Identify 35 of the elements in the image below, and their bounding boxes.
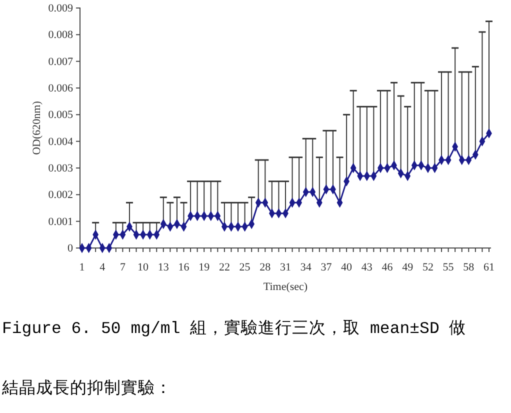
y-tick-label: 0.004 xyxy=(48,136,74,148)
y-axis-title: OD(620nm) xyxy=(31,100,43,155)
x-tick-label: 25 xyxy=(239,261,251,274)
y-tick-label: 0.007 xyxy=(48,56,74,68)
text: 結晶成長的抑制實驗： xyxy=(1,378,172,398)
y-tick-label: 0.009 xyxy=(48,2,74,15)
x-tick-label: 1 xyxy=(79,261,85,274)
x-tick-label: 43 xyxy=(361,261,373,274)
x-tick-label: 52 xyxy=(422,261,434,274)
y-tick-label: 0.003 xyxy=(48,162,74,175)
x-tick-label: 55 xyxy=(442,261,454,274)
x-tick-label: 22 xyxy=(218,261,230,274)
x-tick-label: 49 xyxy=(402,261,414,274)
x-tick-label: 40 xyxy=(341,261,353,274)
x-tick-label: 10 xyxy=(138,261,150,274)
x-tick-label: 37 xyxy=(320,261,332,274)
y-tick-label: 0.001 xyxy=(48,216,73,228)
x-tick-label: 7 xyxy=(120,261,126,274)
y-tick-label: 0.008 xyxy=(48,29,74,42)
x-axis-title: Time(sec) xyxy=(263,281,308,293)
y-tick-label: 0.005 xyxy=(48,109,74,122)
x-tick-label: 61 xyxy=(484,261,494,274)
x-tick-label: 28 xyxy=(260,261,272,274)
x-tick-label: 4 xyxy=(100,261,106,274)
caption: Figure 6. 50 mg/ml 組，實驗進行三次，取 mean±SD 做 xyxy=(2,318,466,338)
x-tick-label: 34 xyxy=(300,261,312,274)
x-tick-label: 46 xyxy=(382,261,394,274)
x-tick-label: 19 xyxy=(198,261,210,274)
x-tick-label: 16 xyxy=(178,261,190,274)
x-tick-label: 58 xyxy=(463,261,475,274)
y-tick-label: 0.002 xyxy=(48,189,73,202)
y-tick-label: 0.006 xyxy=(48,82,74,95)
x-tick-label: 13 xyxy=(158,261,170,274)
y-tick-label: 0 xyxy=(68,242,74,255)
x-tick-label: 31 xyxy=(280,261,291,274)
